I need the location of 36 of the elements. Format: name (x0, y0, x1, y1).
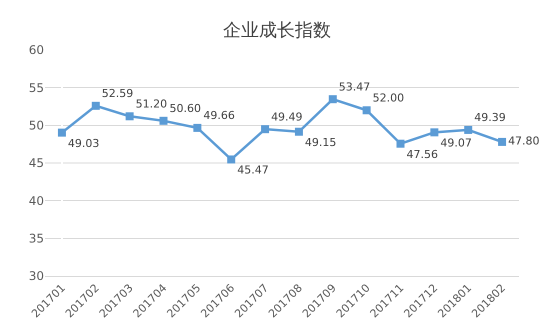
data-label: 53.47 (338, 80, 370, 94)
point (362, 106, 371, 114)
point (126, 112, 134, 120)
point (92, 102, 100, 110)
data-label: 49.03 (68, 136, 100, 150)
data-label: 49.66 (203, 109, 235, 122)
data-label: 49.39 (474, 111, 506, 124)
data-label: 49.15 (304, 136, 336, 149)
data-label: 47.80 (508, 134, 540, 148)
point (498, 138, 506, 146)
point (294, 128, 303, 136)
chart-title: 企业成长指数 (223, 20, 331, 42)
y-tick-label: 45 (28, 156, 44, 170)
data-label: 49.07 (440, 136, 472, 150)
point (261, 125, 270, 134)
data-label: 51.20 (136, 98, 168, 111)
y-tick-label: 60 (28, 43, 44, 58)
point (160, 116, 168, 125)
data-label: 52.00 (372, 92, 404, 105)
point (227, 155, 236, 164)
y-tick-label: 55 (28, 80, 44, 95)
y-tick-label: 30 (28, 269, 44, 284)
point (430, 128, 438, 136)
y-tick-label: 40 (28, 194, 44, 208)
data-label: 47.56 (406, 148, 438, 161)
point (193, 124, 202, 132)
data-label: 52.59 (102, 87, 134, 100)
y-tick-label: 35 (28, 232, 44, 246)
point (328, 95, 337, 104)
point (58, 128, 66, 137)
data-label: 50.60 (170, 102, 201, 116)
point (464, 126, 472, 134)
y-tick-label: 50 (28, 118, 44, 133)
data-label: 45.47 (237, 164, 269, 177)
data-label: 49.49 (271, 110, 303, 124)
point (396, 140, 404, 148)
